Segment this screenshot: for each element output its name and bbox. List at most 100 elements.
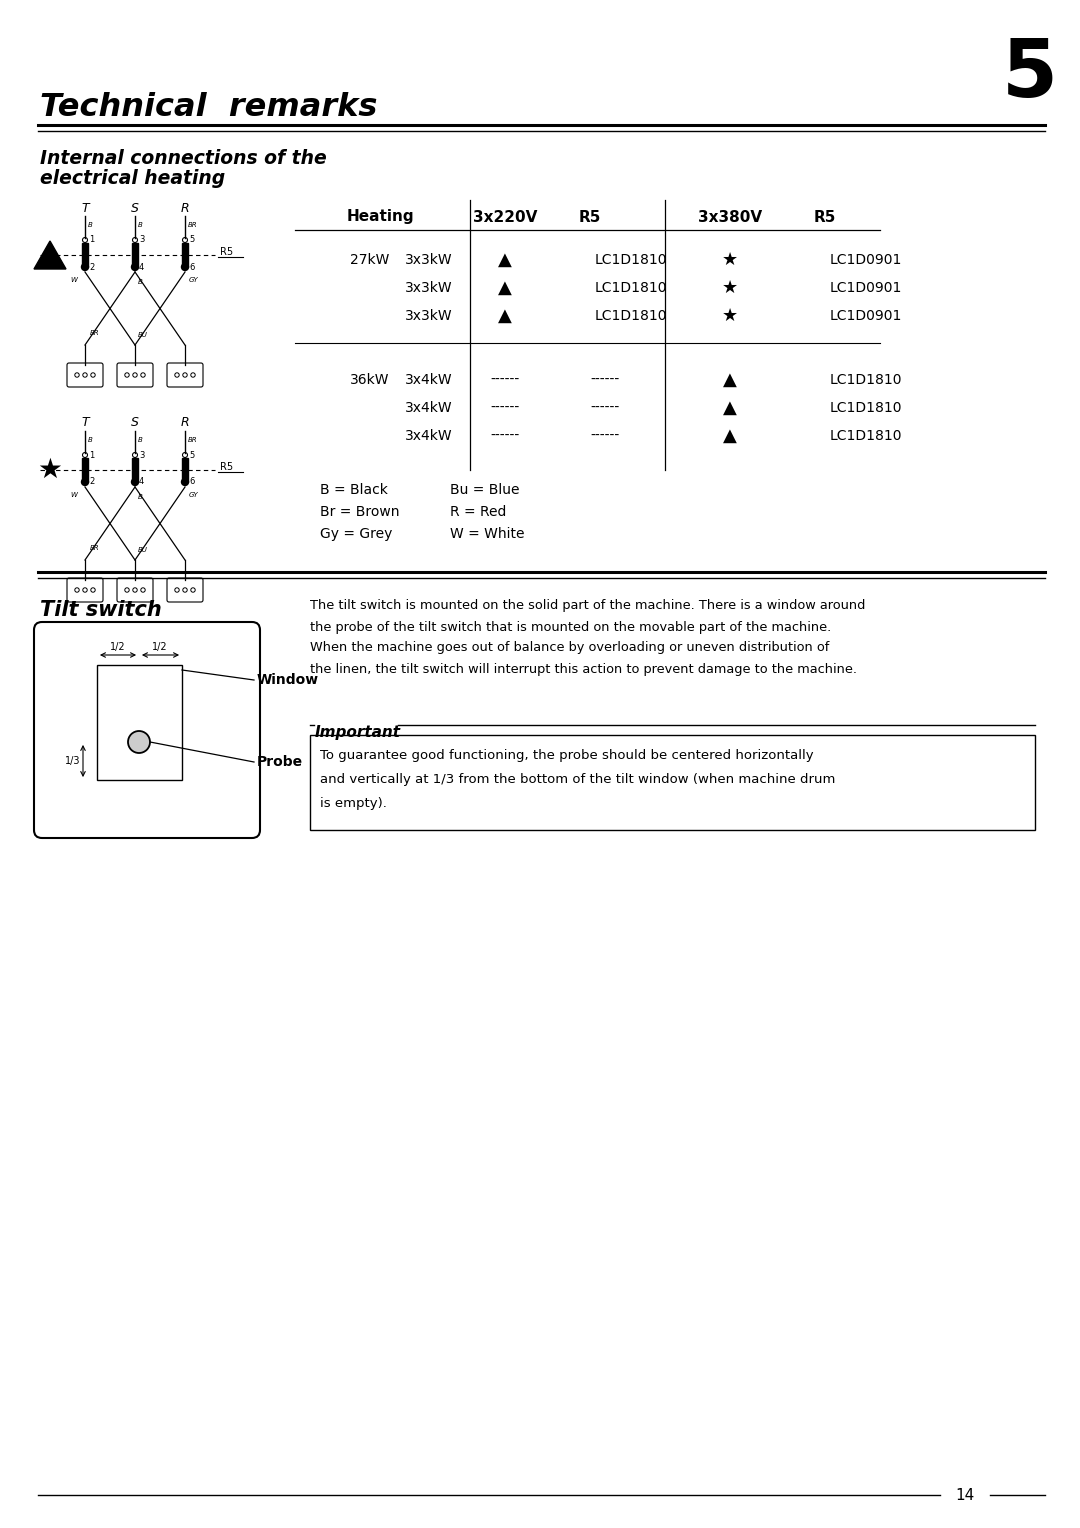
Circle shape (125, 373, 130, 377)
Text: B: B (138, 280, 143, 286)
Text: Tilt switch: Tilt switch (40, 601, 162, 620)
FancyBboxPatch shape (33, 622, 260, 837)
Text: ▲: ▲ (498, 251, 512, 269)
Text: BR: BR (188, 437, 198, 443)
Bar (183, 243, 188, 267)
Text: BR: BR (90, 545, 99, 552)
Text: S: S (131, 417, 139, 429)
Circle shape (91, 588, 95, 593)
Text: Bu = Blue: Bu = Blue (450, 483, 519, 497)
Text: 5: 5 (1002, 37, 1058, 115)
Text: B = Black: B = Black (320, 483, 388, 497)
Circle shape (140, 588, 145, 593)
Text: B: B (87, 437, 93, 443)
FancyBboxPatch shape (167, 364, 203, 387)
Circle shape (191, 373, 195, 377)
Circle shape (125, 588, 130, 593)
Text: 6: 6 (189, 263, 194, 272)
Text: ------: ------ (591, 373, 620, 387)
Circle shape (75, 373, 79, 377)
Text: To guarantee good functioning, the probe should be centered horizontally: To guarantee good functioning, the probe… (320, 749, 813, 761)
Circle shape (191, 588, 195, 593)
Text: 27kW: 27kW (350, 254, 390, 267)
Text: Probe: Probe (257, 755, 303, 769)
Circle shape (83, 373, 87, 377)
Text: 1: 1 (89, 451, 94, 460)
Bar (132, 458, 138, 481)
Text: BR: BR (188, 222, 198, 228)
Circle shape (81, 478, 89, 486)
Circle shape (175, 588, 179, 593)
Bar (310, 735, 1035, 830)
Bar (82, 458, 87, 481)
Text: T: T (81, 202, 89, 214)
Text: GY: GY (189, 277, 199, 283)
Text: ▲: ▲ (724, 399, 737, 417)
Text: 3x4kW: 3x4kW (405, 373, 453, 387)
Text: R = Red: R = Red (450, 504, 507, 520)
Text: LC1D0901: LC1D0901 (831, 309, 903, 322)
Text: ★: ★ (38, 455, 63, 484)
Circle shape (132, 478, 138, 486)
Circle shape (181, 478, 189, 486)
Circle shape (175, 373, 179, 377)
Text: R: R (180, 417, 189, 429)
Circle shape (140, 373, 145, 377)
FancyBboxPatch shape (67, 578, 103, 602)
Text: ★: ★ (721, 251, 738, 269)
Text: W: W (70, 277, 77, 283)
Bar (97, 665, 183, 779)
Text: LC1D1810: LC1D1810 (831, 400, 903, 416)
Text: Window: Window (257, 672, 319, 688)
Text: 1/2: 1/2 (152, 642, 167, 652)
Circle shape (75, 588, 79, 593)
Text: T: T (81, 417, 89, 429)
Text: the probe of the tilt switch that is mounted on the movable part of the machine.: the probe of the tilt switch that is mou… (310, 620, 832, 634)
Text: 4: 4 (139, 263, 145, 272)
Text: 2: 2 (89, 263, 94, 272)
Text: ------: ------ (490, 429, 519, 443)
Text: LC1D1810: LC1D1810 (595, 281, 667, 295)
Text: 3x3kW: 3x3kW (405, 254, 453, 267)
Text: 1: 1 (89, 235, 94, 244)
Text: ▲: ▲ (724, 426, 737, 445)
Text: R: R (180, 202, 189, 214)
Circle shape (132, 263, 138, 270)
Text: 3x3kW: 3x3kW (405, 309, 453, 322)
Circle shape (133, 373, 137, 377)
Text: 1/3: 1/3 (65, 756, 80, 766)
Circle shape (129, 730, 150, 753)
Circle shape (181, 263, 189, 270)
Text: and vertically at 1/3 from the bottom of the tilt window (when machine drum: and vertically at 1/3 from the bottom of… (320, 773, 835, 785)
Text: R5: R5 (220, 248, 233, 257)
Text: LC1D1810: LC1D1810 (831, 373, 903, 387)
Text: 3x4kW: 3x4kW (405, 429, 453, 443)
Text: ▲: ▲ (724, 371, 737, 390)
Text: 4: 4 (139, 477, 145, 486)
Text: BU: BU (138, 547, 148, 553)
Text: B: B (138, 222, 143, 228)
Text: ------: ------ (591, 400, 620, 416)
Text: Heating: Heating (347, 209, 414, 225)
Text: 3x380V: 3x380V (698, 209, 762, 225)
Text: 2: 2 (89, 477, 94, 486)
Text: 14: 14 (956, 1487, 974, 1502)
Text: BR: BR (90, 330, 99, 336)
Text: LC1D1810: LC1D1810 (831, 429, 903, 443)
Text: 36kW: 36kW (350, 373, 390, 387)
Text: R5: R5 (220, 461, 233, 472)
Bar (132, 243, 138, 267)
Text: ▲: ▲ (498, 280, 512, 296)
Text: 3x220V: 3x220V (473, 209, 537, 225)
Text: ------: ------ (490, 400, 519, 416)
Circle shape (183, 588, 187, 593)
Text: B: B (138, 437, 143, 443)
Circle shape (83, 588, 87, 593)
Text: 1/2: 1/2 (110, 642, 125, 652)
Text: 5: 5 (189, 451, 194, 460)
Text: GY: GY (189, 492, 199, 498)
Text: 5: 5 (189, 235, 194, 244)
Text: LC1D0901: LC1D0901 (831, 254, 903, 267)
Text: Br = Brown: Br = Brown (320, 504, 400, 520)
Text: 6: 6 (189, 477, 194, 486)
